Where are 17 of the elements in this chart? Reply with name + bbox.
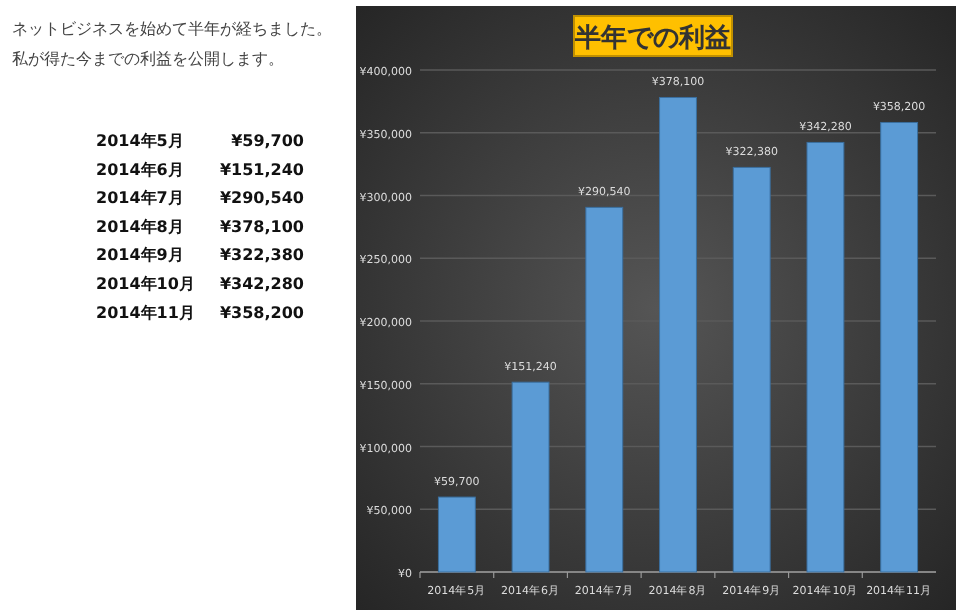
text: ¥342,280	[219, 275, 304, 293]
text: ¥358,200	[219, 303, 304, 322]
chart-title: 半年での利益	[573, 22, 731, 54]
text: ¥59,700	[231, 132, 304, 150]
category-label: 2014年7月	[96, 189, 184, 208]
category-label: 2014年9月	[96, 246, 184, 265]
text: ¥290,540	[219, 189, 304, 208]
annotation: 私が得た今までの利益を公開します。	[12, 48, 284, 68]
category-label: 2014年11月	[96, 303, 195, 322]
category-label: 2014年5月	[96, 132, 184, 150]
text: ¥151,240	[219, 160, 304, 179]
category-label: 2014年6月	[96, 160, 184, 179]
text: ¥322,380	[219, 246, 304, 265]
category-label: 2014年10月	[96, 275, 195, 293]
text: ¥378,100	[219, 217, 304, 236]
annotation: ネットビジネスを始めて半年が経ちました。	[12, 18, 332, 38]
category-label: 2014年8月	[96, 217, 184, 236]
